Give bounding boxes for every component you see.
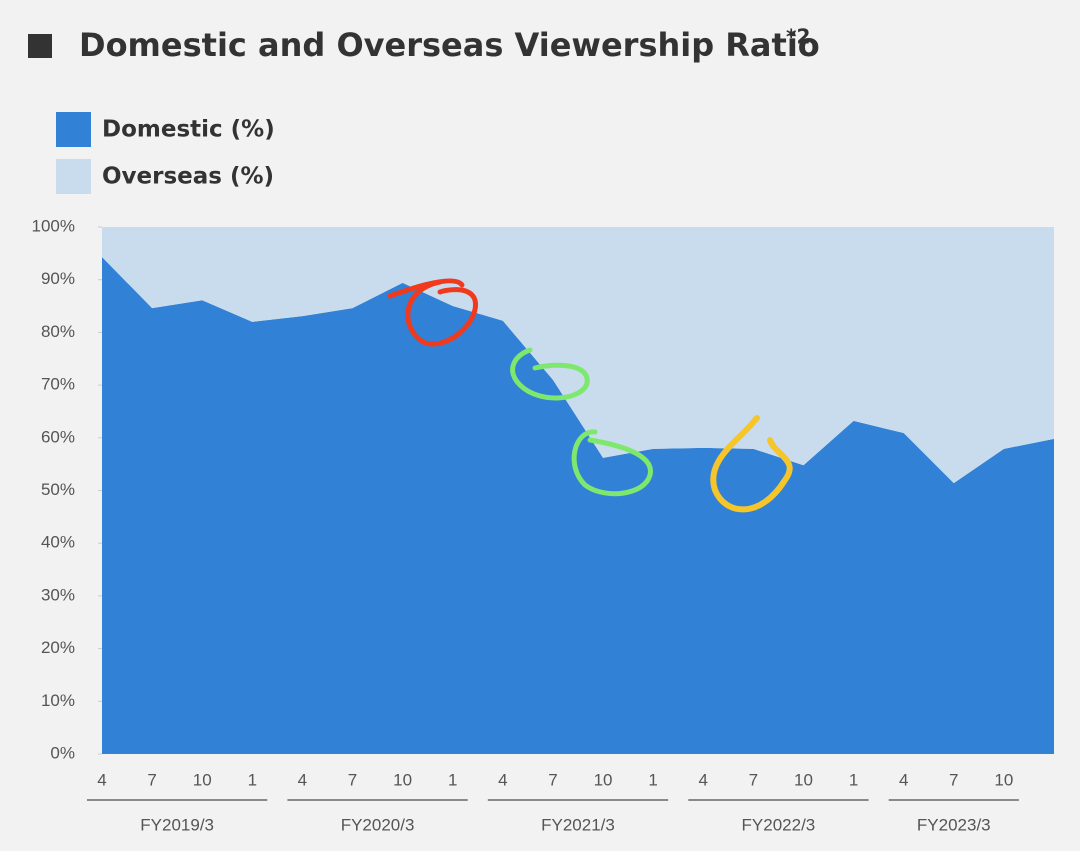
- annotation: [571, 429, 653, 497]
- x-tick-label: 4: [97, 770, 106, 789]
- x-tick-label: 7: [749, 770, 758, 789]
- x-tick-label: 4: [498, 770, 507, 789]
- y-tick-label: 0%: [50, 743, 75, 762]
- x-tick-label: 7: [949, 770, 958, 789]
- group-label: FY2021/3: [541, 815, 615, 834]
- title-icon: [28, 34, 52, 58]
- title-note: *2: [786, 25, 810, 49]
- legend-swatch: [56, 112, 91, 147]
- group-label: FY2020/3: [341, 815, 415, 834]
- area: [102, 227, 1054, 484]
- y-tick-label: 30%: [41, 585, 75, 604]
- x-tick-label: 4: [298, 770, 307, 789]
- y-tick-label: 50%: [41, 480, 75, 499]
- x-tick-label: 1: [648, 770, 657, 789]
- x-tick-label: 7: [348, 770, 357, 789]
- chart-title: Domestic and Overseas Viewership Ratio: [79, 26, 820, 64]
- x-tick-label: 1: [448, 770, 457, 789]
- x-tick-label: 1: [849, 770, 858, 789]
- annotation: [510, 347, 590, 401]
- y-tick-label: 60%: [41, 427, 75, 446]
- x-tick-label: 10: [594, 770, 613, 789]
- group-label: FY2023/3: [917, 815, 991, 834]
- x-tick-label: 7: [147, 770, 156, 789]
- y-tick-label: 90%: [41, 269, 75, 288]
- legend-label: Domestic (%): [102, 117, 275, 143]
- x-tick-label: 4: [899, 770, 908, 789]
- y-tick-label: 80%: [41, 322, 75, 341]
- x-tick-label: 7: [548, 770, 557, 789]
- y-tick-label: 20%: [41, 638, 75, 657]
- group-label: FY2019/3: [140, 815, 214, 834]
- area: [102, 257, 1054, 754]
- y-tick-label: 10%: [41, 691, 75, 710]
- x-tick-label: 4: [699, 770, 708, 789]
- legend-swatch: [56, 159, 91, 194]
- legend-label: Overseas (%): [102, 164, 274, 190]
- annotation: [387, 278, 478, 347]
- x-tick-label: 1: [248, 770, 257, 789]
- x-tick-label: 10: [994, 770, 1013, 789]
- plot: Domestic (%) Overseas (%) 0% 10% 20% 30% 40% 50…: [32, 112, 1054, 834]
- y-tick-label: 100%: [32, 216, 75, 235]
- y-tick-label: 40%: [41, 533, 75, 552]
- annotation: [710, 415, 793, 513]
- x-tick-label: 10: [794, 770, 813, 789]
- y-tick-label: 70%: [41, 375, 75, 394]
- x-tick-label: 10: [193, 770, 212, 789]
- group-label: FY2022/3: [742, 815, 816, 834]
- x-tick-label: 10: [393, 770, 412, 789]
